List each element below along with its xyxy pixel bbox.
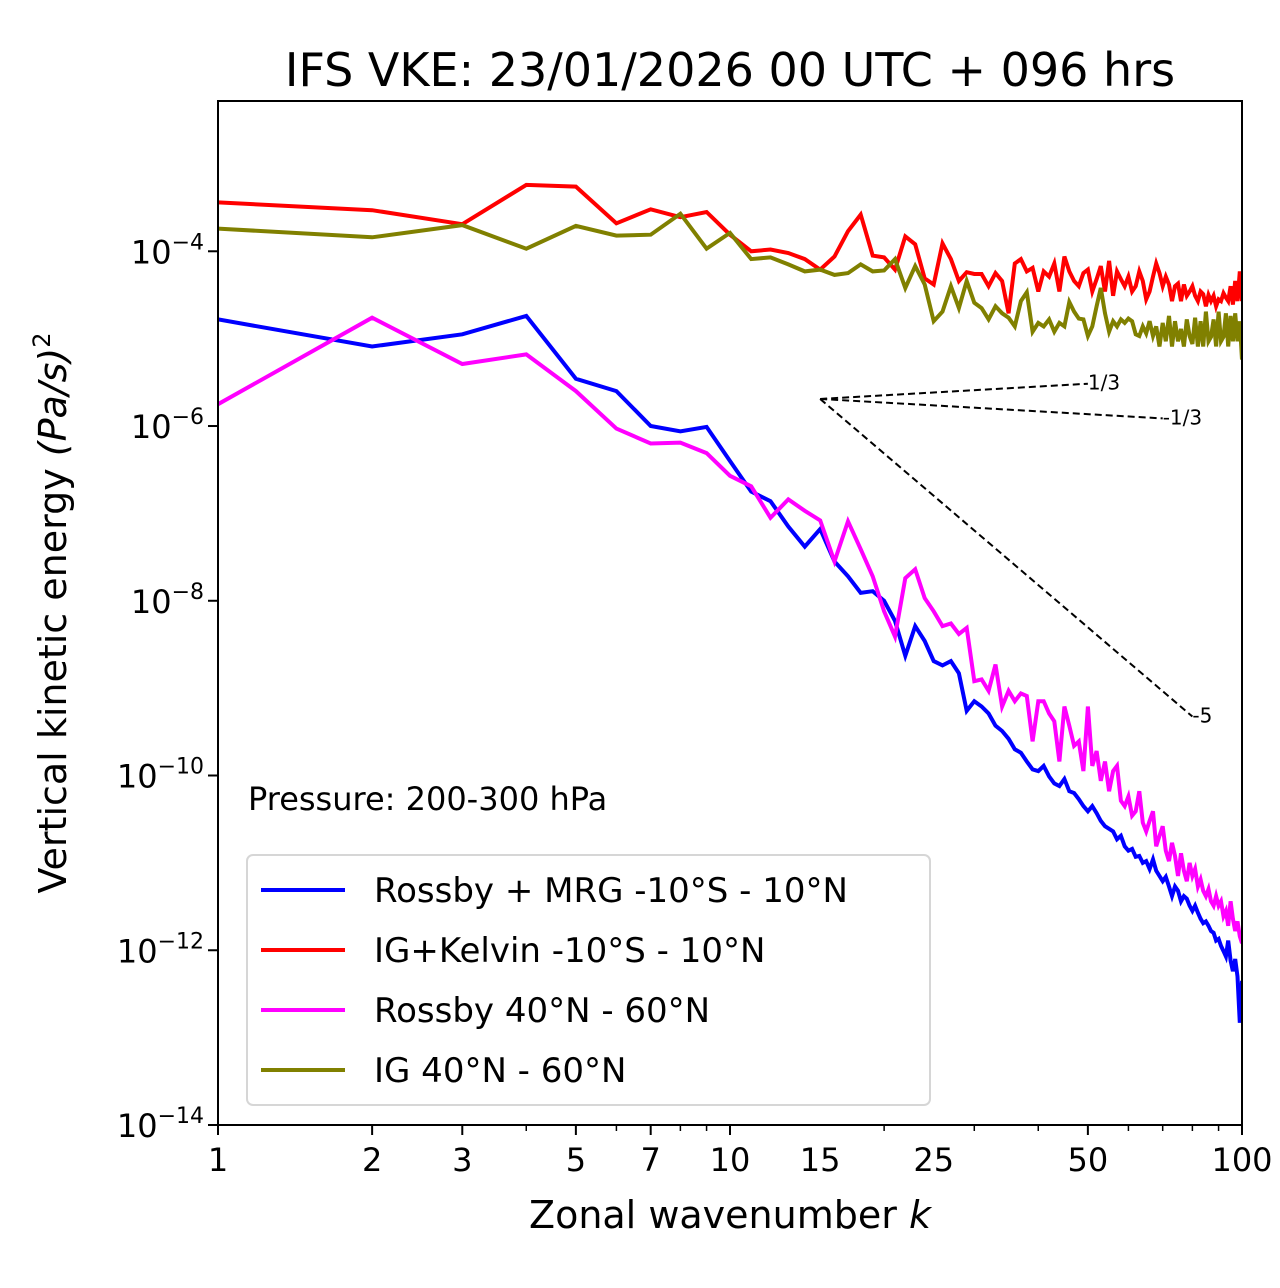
x-tick-label: 5 <box>566 1141 586 1179</box>
x-tick-label: 3 <box>452 1141 472 1179</box>
legend-box <box>246 854 931 1106</box>
reference-slope-lines: 1/3 -1/3 -5 <box>819 371 1212 728</box>
x-axis-label-text: Zonal wavenumber <box>529 1193 897 1237</box>
x-tick-label: 10 <box>710 1141 751 1179</box>
reference-label-0: 1/3 <box>1088 371 1120 395</box>
y-tick-label: 10−6 <box>131 405 204 446</box>
x-tick-label: 2 <box>362 1141 382 1179</box>
series-line-0 <box>218 313 1242 1023</box>
reference-line-2 <box>819 398 1194 718</box>
x-tick-label: 15 <box>800 1141 841 1179</box>
series-layer <box>218 182 1242 1023</box>
y-axis-label: Vertical kinetic energy (Pa/s)2 <box>28 332 75 893</box>
y-axis-label-exponent: 2 <box>28 332 56 347</box>
legend-label-0: Rossby + MRG -10°S - 10°N <box>374 871 848 911</box>
series-line-3 <box>218 210 1242 360</box>
series-line-1 <box>218 182 1242 314</box>
legend: Rossby + MRG -10°S - 10°N IG+Kelvin -10°S… <box>246 854 931 1106</box>
y-tick-label: 10−12 <box>117 929 204 970</box>
reference-label-2: -5 <box>1192 704 1212 728</box>
y-axis-ticks: 10−4 10−6 10−8 10−10 10−12 10−14 <box>117 230 218 1145</box>
x-tick-label: 50 <box>1068 1141 1109 1179</box>
reference-label-1: -1/3 <box>1163 405 1202 429</box>
reference-line-0 <box>820 382 1088 400</box>
y-tick-label: 10−14 <box>117 1104 204 1145</box>
legend-label-1: IG+Kelvin -10°S - 10°N <box>374 931 765 971</box>
series-line-2 <box>218 315 1242 944</box>
legend-label-2: Rossby 40°N - 60°N <box>374 991 710 1031</box>
x-axis-label-k: k <box>909 1193 933 1237</box>
x-tick-label: 7 <box>641 1141 661 1179</box>
chart-title: IFS VKE: 23/01/2026 00 UTC + 096 hrs <box>285 43 1175 97</box>
y-tick-label: 10−10 <box>117 755 204 796</box>
y-tick-label: 10−8 <box>131 580 204 621</box>
y-axis-label-unit: (Pa/s) <box>31 348 75 456</box>
reference-line-1 <box>820 397 1163 420</box>
x-axis-label: Zonal wavenumber k <box>529 1193 933 1237</box>
pressure-annotation: Pressure: 200-300 hPa <box>248 780 607 818</box>
legend-label-3: IG 40°N - 60°N <box>374 1051 626 1091</box>
x-tick-label: 100 <box>1211 1141 1272 1179</box>
x-tick-label: 1 <box>208 1141 228 1179</box>
legend-items: Rossby + MRG -10°S - 10°N IG+Kelvin -10°S… <box>261 871 848 1091</box>
x-axis-ticks: 1 2 3 5 7 10 15 25 50 100 <box>208 1125 1273 1179</box>
y-axis-label-text: Vertical kinetic energy <box>31 468 75 893</box>
y-tick-label: 10−4 <box>131 230 204 271</box>
x-tick-label: 25 <box>913 1141 954 1179</box>
